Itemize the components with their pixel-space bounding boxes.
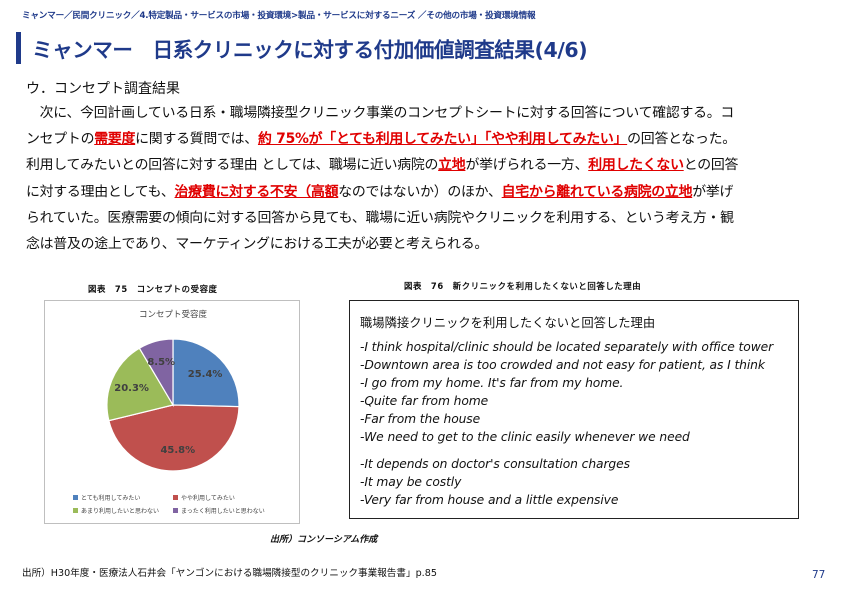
pie-slice [138, 338, 174, 408]
pie-data-label: 25.4% [188, 369, 223, 380]
reason-item: -It depends on doctor's consultation cha… [360, 457, 630, 471]
title-accent-bar [16, 32, 21, 64]
highlight-not-use: 利用したくない [588, 157, 684, 174]
reason-item: -We need to get to the clinic easily whe… [360, 430, 690, 444]
pie-slice [108, 404, 240, 472]
para-text: との回答 [683, 157, 739, 174]
highlight-demand: 需要度 [94, 131, 136, 148]
pie-data-label: 20.3% [114, 383, 149, 394]
acceptance-pie-chart: コンセプト受容度 25.4% 45.8% 20.3% 8.5% とても利用してみたい や… [44, 300, 300, 524]
page-title: ミャンマー 日系クリニックに対する付加価値調査結果(4/6) [32, 38, 588, 62]
legend-label: やや利用してみたい [181, 494, 235, 502]
para-line-1: 次に、今回計画している日系・職場隣接型クリニック事業のコンセプトシートに対する回… [26, 105, 735, 121]
para-text: に関する質問では、 [135, 131, 258, 148]
reason-item: -Quite far from home [360, 394, 489, 408]
para-line-3: 利用してみたいとの回答に対する理由 としては、職場に近い病院の立地が挙げられる一… [26, 152, 826, 178]
legend-label: とても利用してみたい [81, 494, 140, 502]
para-text: が挙げられる一方、 [465, 157, 589, 174]
figure-75-caption: 図表 75 コンセプトの受容度 [88, 284, 218, 294]
reason-item: -Far from the house [360, 412, 481, 426]
legend-label: あまり利用したいと思わない [81, 507, 159, 515]
reason-item: -I think hospital/clinic should be locat… [360, 340, 774, 354]
highlight-location: 立地 [438, 157, 466, 174]
legend-swatch [73, 495, 78, 500]
para-text: 利用してみたいとの回答に対する理由 としては、職場に近い病院の [26, 157, 439, 174]
reasons-box: 職場隣接クリニックを利用したくないと回答した理由 -I think hospit… [349, 300, 799, 519]
reason-item: -Very far from house and a little expens… [360, 493, 619, 507]
page-number: 77 [812, 569, 826, 581]
para-text: に対する理由としても、 [26, 183, 175, 200]
body-paragraph: 次に、今回計画している日系・職場隣接型クリニック事業のコンセプトシートに対する回… [26, 100, 826, 257]
section-subheading: ウ．コンセプト調査結果 [26, 81, 180, 97]
pie-data-label: 8.5% [147, 357, 175, 368]
chart-title: コンセプト受容度 [139, 309, 208, 320]
highlight-far-from-home: 自宅から離れている病院の立地 [501, 183, 693, 200]
reason-item: -Downtown area is too crowded and not ea… [360, 358, 765, 372]
para-line-6: 念は普及の途上であり、マーケティングにおける工夫が必要と考えられる。 [26, 236, 488, 253]
highlight-cost-worry: 治療費に対する不安（高額 [174, 183, 339, 200]
pie-chart-svg: コンセプト受容度 25.4% 45.8% 20.3% 8.5% とても利用してみたい や… [73, 309, 265, 515]
legend-swatch [73, 508, 78, 513]
footer-source: 出所）H30年度・医療法人石井会「ヤンゴンにおける職場隣接型のクリニック事業報告… [22, 568, 437, 579]
breadcrumb: ミャンマー／民間クリニック／4.特定製品・サービスの市場・投資環境>製品・サービ… [22, 11, 536, 21]
pie-slice [172, 338, 240, 408]
figure-76-caption: 図表 76 新クリニックを利用したくないと回答した理由 [404, 281, 642, 291]
reason-item: -I go from my home. It's far from my hom… [360, 376, 624, 390]
para-text: が挙げ [692, 183, 734, 200]
legend-label: まったく利用したいと思わない [181, 507, 265, 515]
para-text: の回答となった。 [627, 131, 736, 148]
para-text: なのではないか）のほか、 [338, 183, 502, 200]
reasons-box-title: 職場隣接クリニックを利用したくないと回答した理由 [360, 316, 656, 330]
para-line-5: られていた。医療需要の傾向に対する回答から見ても、職場に近い病院やクリニックを利… [26, 209, 734, 226]
highlight-75-percent: 約 75%が「とても利用してみたい」「やや利用してみたい」 [257, 131, 628, 148]
para-line-4: に対する理由としても、治療費に対する不安（高額なのではないか）のほか、自宅から離… [26, 179, 826, 205]
pie-slice [106, 347, 174, 422]
reason-item: -It may be costly [360, 475, 462, 489]
legend-swatch [173, 508, 178, 513]
pie-data-label: 45.8% [160, 445, 195, 456]
para-line-2: ンセプトの需要度に関する質問では、約 75%が「とても利用してみたい」「やや利用… [26, 126, 826, 152]
source-note: 出所）コンソーシアム作成 [270, 535, 378, 545]
legend-swatch [173, 495, 178, 500]
para-text: ンセプトの [26, 131, 95, 148]
